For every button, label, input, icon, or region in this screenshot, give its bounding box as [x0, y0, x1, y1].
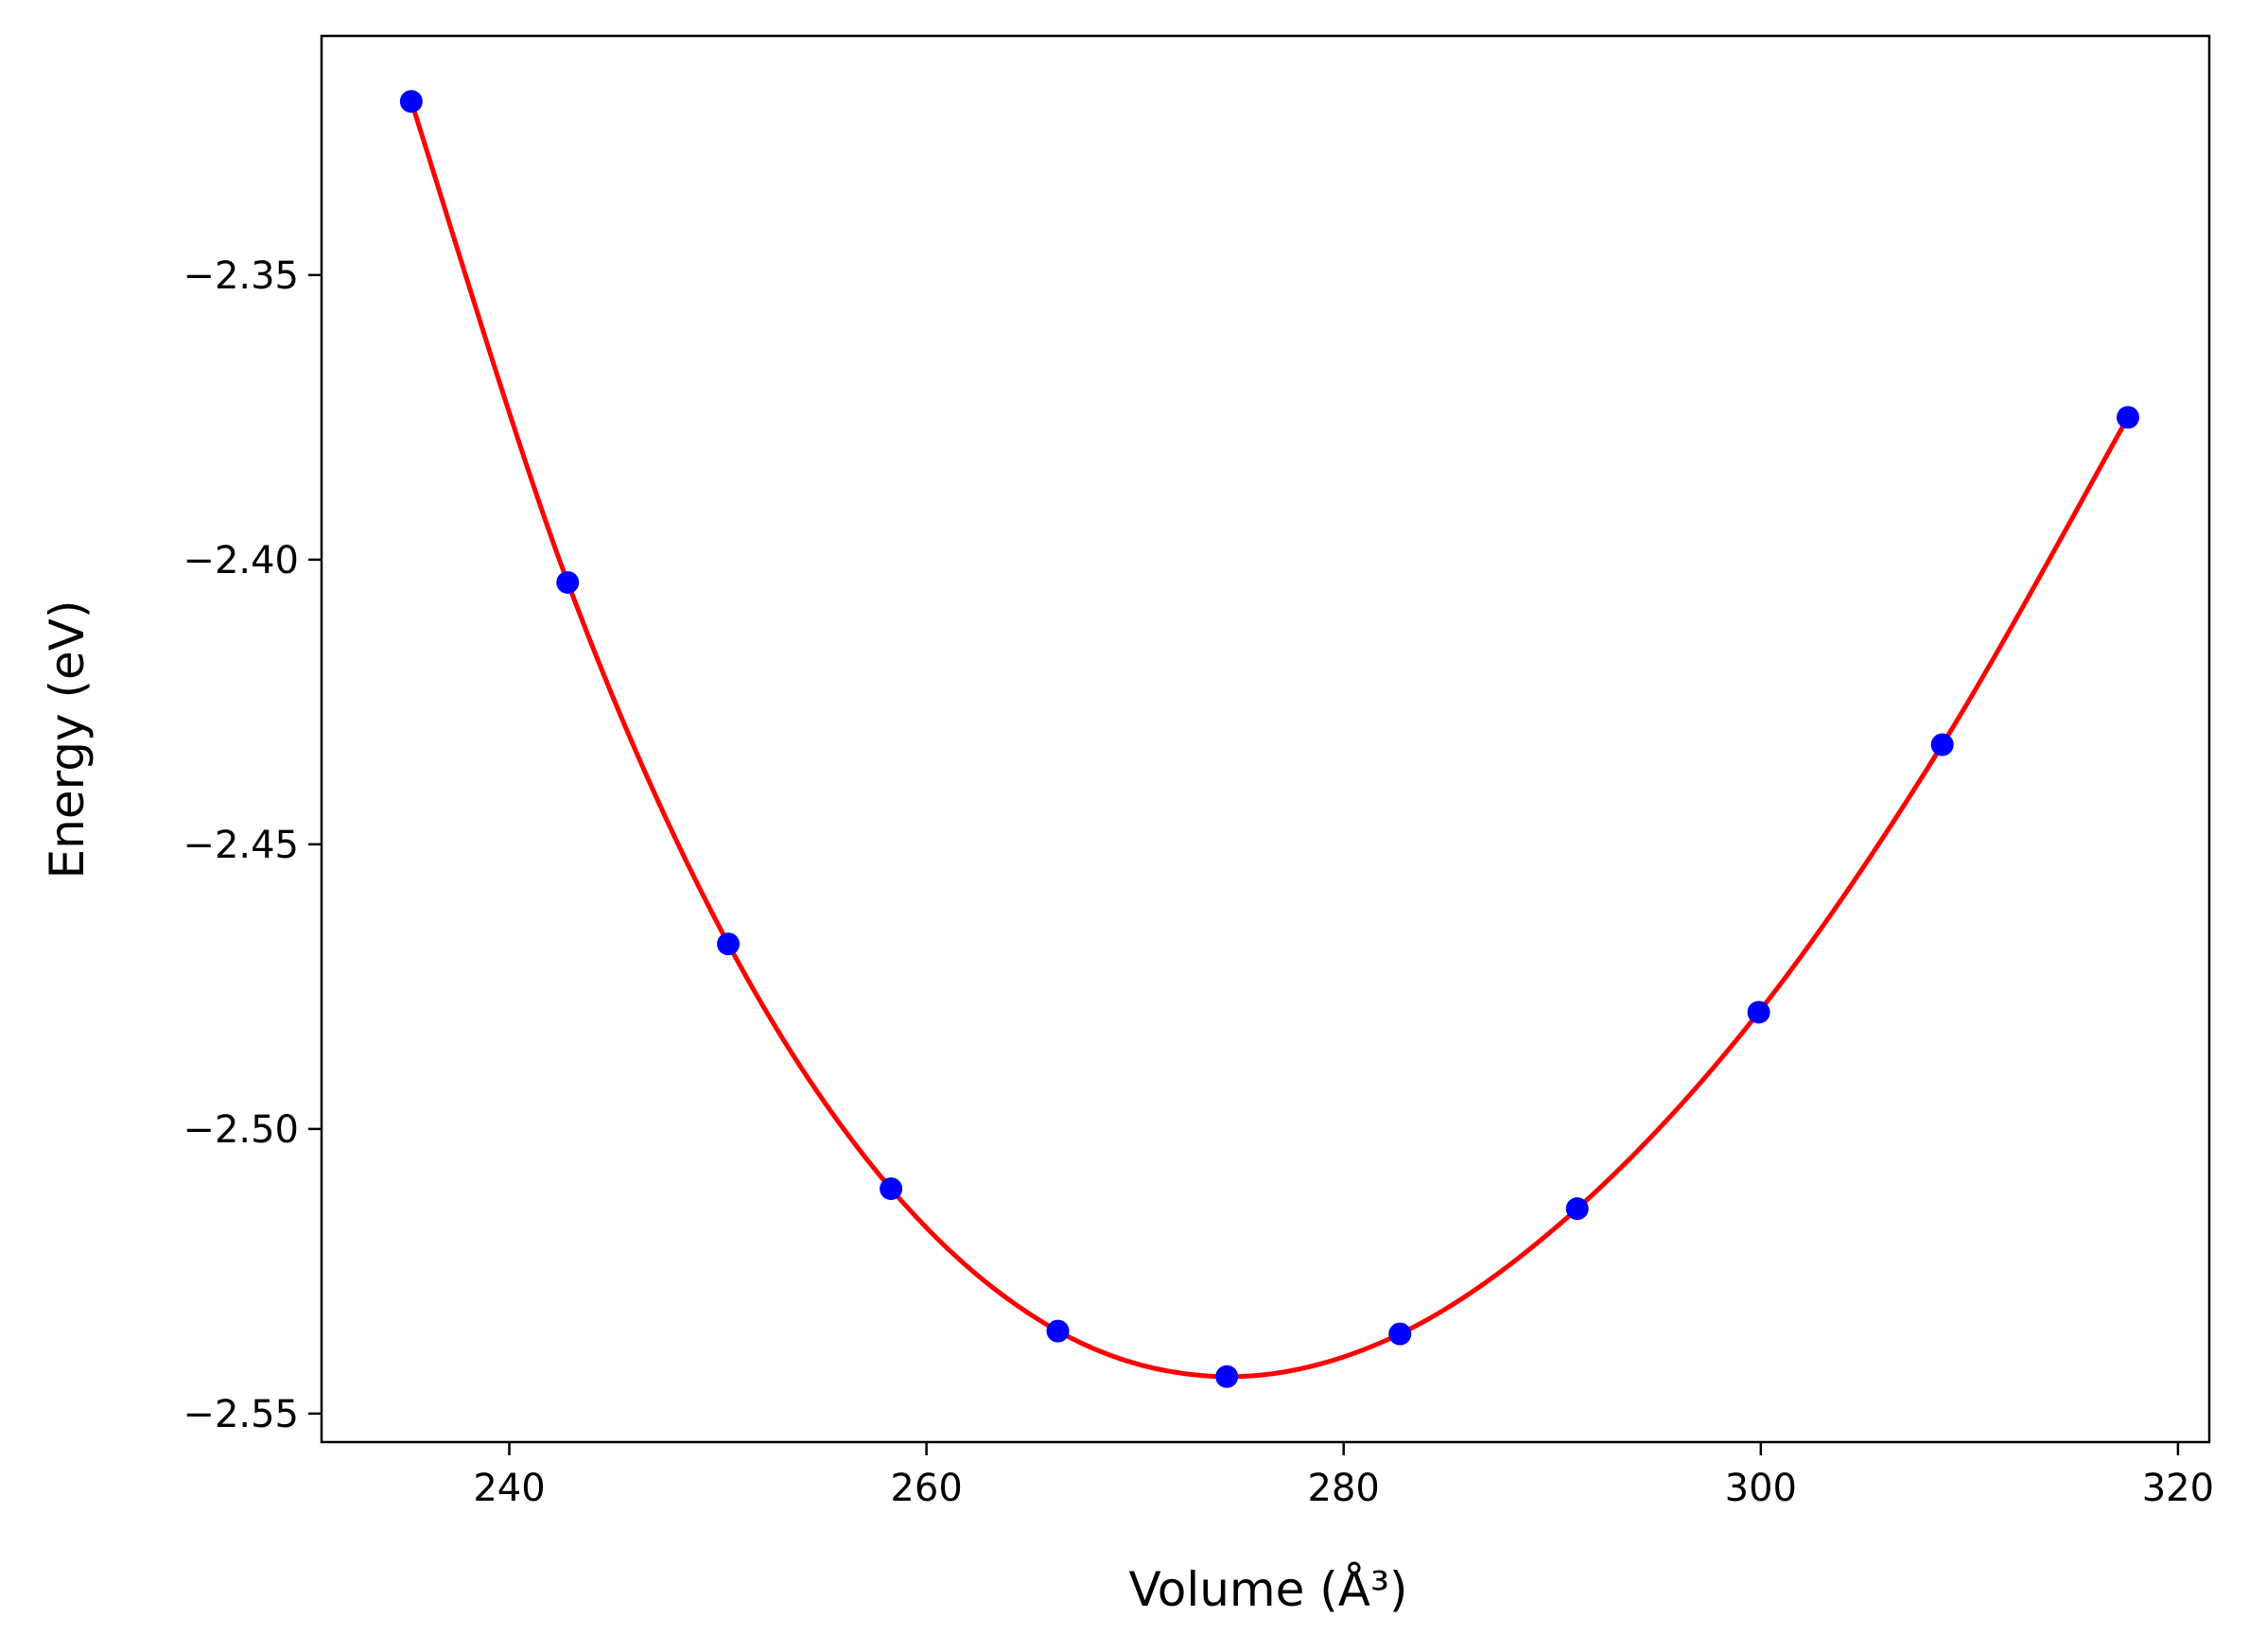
y-tick-label: −2.45 [183, 824, 299, 867]
fit-curve-line [409, 98, 2131, 1380]
data-point [1747, 1000, 1770, 1024]
data-point [556, 570, 580, 594]
x-tick-label: 280 [1308, 1467, 1380, 1510]
data-point [717, 932, 741, 956]
y-tick-label: −2.35 [183, 254, 299, 298]
x-tick-label: 300 [1725, 1467, 1797, 1510]
y-axis-label: Energy (eV) [40, 600, 95, 879]
y-tick-label: −2.40 [183, 539, 299, 583]
axes: 240 260 280 300 320 −2.35 −2.40 −2.45 −2.50 −2.55 [183, 34, 2214, 1510]
x-tick-label: 260 [890, 1467, 962, 1510]
x-tick-label: 320 [2142, 1467, 2214, 1510]
data-point [1930, 733, 1954, 756]
plot-area [399, 90, 2139, 1388]
data-point [1215, 1365, 1239, 1388]
y-tick-label: −2.50 [183, 1108, 299, 1152]
axes-frame [320, 34, 2211, 1444]
data-point [1046, 1319, 1070, 1343]
data-point [1565, 1197, 1589, 1221]
data-point [1388, 1322, 1412, 1346]
data-point [880, 1177, 903, 1201]
data-point [2116, 406, 2139, 429]
y-tick-label: −2.55 [183, 1393, 299, 1436]
x-axis-label: Volume (Å³) [1128, 1562, 1407, 1617]
x-tick-label: 240 [473, 1467, 545, 1510]
data-point [399, 90, 423, 113]
